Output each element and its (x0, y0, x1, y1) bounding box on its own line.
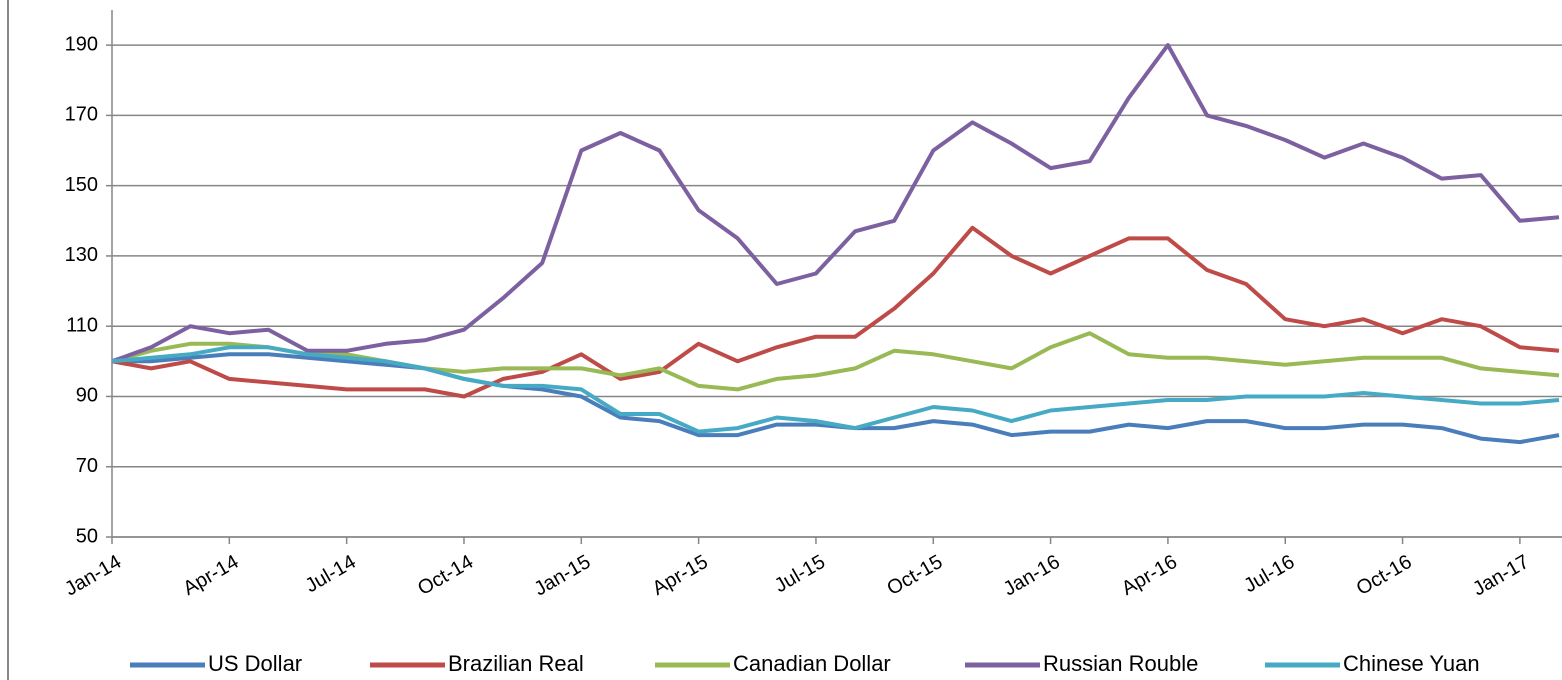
legend-label: Russian Rouble (1043, 651, 1198, 676)
plot-lines (111, 43, 1560, 445)
y-tick-label: 110 (66, 314, 98, 336)
x-tick-label: Jan-14 (61, 551, 125, 601)
legend-label: Canadian Dollar (733, 651, 891, 676)
x-tick-label: Jul-14 (302, 551, 360, 597)
y-tick-label: 170 (65, 104, 98, 126)
y-tick-label: 190 (65, 33, 98, 55)
x-tick-label: Apr-15 (649, 551, 712, 600)
legend-label: Chinese Yuan (1343, 651, 1480, 676)
x-tick-label: Oct-15 (883, 551, 946, 600)
x-tick-label: Apr-14 (179, 551, 242, 600)
x-tick-label: Oct-14 (414, 551, 477, 600)
x-tick-label: Jul-16 (1240, 551, 1298, 597)
y-tick-label: 50 (76, 525, 98, 547)
x-tick-label: Jan-17 (1469, 551, 1533, 601)
x-tick-label: Jan-15 (530, 551, 594, 601)
y-tick-label: 130 (65, 244, 98, 266)
series-line (111, 345, 1560, 434)
series-line (112, 352, 1560, 445)
legend-label: US Dollar (208, 651, 302, 676)
series-line (111, 331, 1560, 392)
y-tick-label: 90 (76, 385, 98, 407)
x-tick-label: Apr-16 (1118, 551, 1181, 600)
y-tick-label: 150 (65, 174, 98, 196)
series-line (111, 225, 1560, 399)
series-line (111, 43, 1560, 364)
x-tick-label: Oct-16 (1353, 551, 1416, 600)
x-tick-label: Jan-16 (1000, 551, 1064, 601)
y-tick-label: 70 (76, 455, 98, 477)
legend-label: Brazilian Real (448, 651, 584, 676)
x-tick-label: Jul-15 (771, 551, 829, 597)
